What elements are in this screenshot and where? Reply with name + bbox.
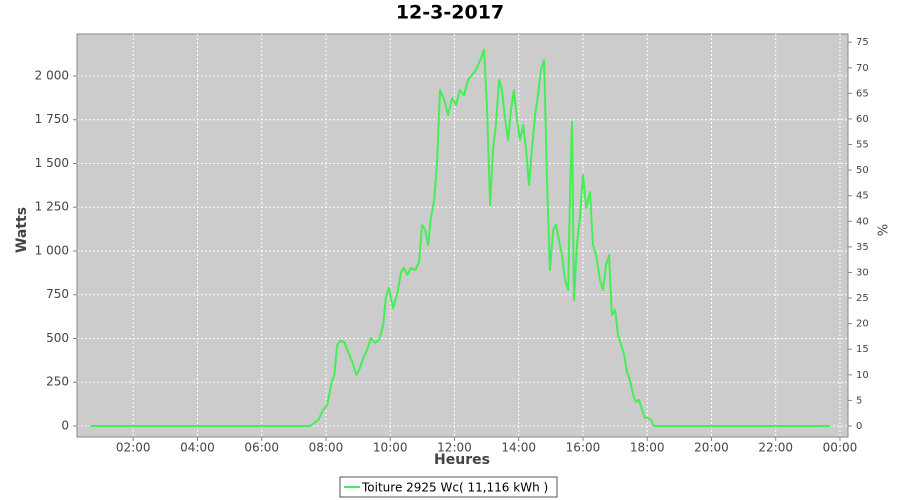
y2-tick-label: 45 [856,191,869,202]
x-tick-label: 10:00 [373,441,408,455]
y-axis-label: Watts [14,207,30,253]
y2-tick-label: 25 [856,293,869,304]
x-tick-label: 16:00 [566,441,601,455]
y2-tick-label: 65 [856,88,869,99]
y2-tick-label: 75 [856,37,869,48]
y2-tick-label: 5 [856,395,862,406]
y2-tick-label: 30 [856,267,869,278]
x-axis-label: Heures [434,452,490,468]
x-tick-label: 14:00 [501,441,536,455]
legend-label: Toiture 2925 Wc( 11,116 kWh ) [361,481,548,495]
y-tick-label: 1 000 [35,243,69,257]
y2-tick-label: 55 [856,140,869,151]
y2-tick-label: 35 [856,242,869,253]
y2-tick-label: 0 [856,421,862,432]
y-tick-label: 1 250 [35,200,69,214]
legend [339,476,558,498]
x-tick-label: 02:00 [116,441,151,455]
x-tick-label: 08:00 [309,441,344,455]
y-tick-label: 250 [46,375,69,389]
x-tick-label: 12:00 [437,441,472,455]
y-tick-label: 500 [46,331,69,345]
y2-tick-label: 60 [856,114,869,125]
y-tick-label: 2 000 [35,68,69,82]
y2-tick-label: 20 [856,319,869,330]
x-tick-label: 18:00 [630,441,665,455]
y2-tick-label: 70 [856,63,869,74]
y-tick-label: 0 [61,418,69,432]
y-tick-label: 1 750 [35,112,69,126]
y2-tick-label: 15 [856,344,869,355]
chart-title: 12-3-2017 [396,2,504,24]
x-tick-label: 04:00 [180,441,215,455]
plot-area [76,33,849,438]
y2-tick-label: 50 [856,165,869,176]
y2-tick-label: 40 [856,216,869,227]
x-tick-label: 00:00 [823,441,858,455]
x-tick-label: 22:00 [758,441,793,455]
y-tick-label: 750 [46,287,69,301]
y2-tick-label: 10 [856,370,869,381]
series-line [90,48,830,427]
x-tick-label: 20:00 [694,441,729,455]
y2-axis-label: % [877,224,892,236]
x-tick-label: 06:00 [244,441,279,455]
y-tick-label: 1 500 [35,156,69,170]
